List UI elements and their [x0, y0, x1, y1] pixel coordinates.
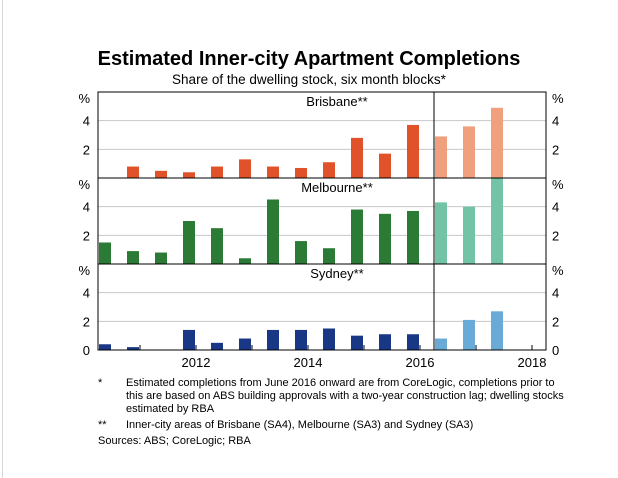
bar-sydney — [351, 335, 363, 350]
page-left-border — [2, 0, 3, 478]
y-tick-label-left: 4 — [83, 286, 90, 301]
bar-melbourne — [463, 206, 475, 264]
footnote-mark: * — [98, 377, 103, 389]
y-tick-label-right: 2 — [552, 142, 559, 157]
bar-brisbane — [379, 153, 391, 178]
bar-melbourne — [267, 199, 279, 264]
panel-label: Brisbane** — [306, 94, 367, 109]
y-tick-label-left: % — [78, 263, 90, 278]
y-tick-label-right: % — [552, 177, 564, 192]
chart-subtitle: Share of the dwelling stock, six month b… — [172, 72, 446, 87]
bar-brisbane — [491, 107, 503, 178]
y-tick-label-left: 2 — [83, 228, 90, 243]
x-tick-label: 2014 — [294, 355, 323, 370]
bar-melbourne — [379, 213, 391, 264]
bar-melbourne — [239, 258, 251, 264]
bar-sydney — [379, 334, 391, 350]
bar-sydney — [491, 311, 503, 350]
chart-title: Estimated Inner-city Apartment Completio… — [97, 48, 521, 70]
y-tick-label-left: % — [78, 177, 90, 192]
bar-melbourne — [155, 252, 167, 264]
bar-sydney — [435, 338, 447, 350]
bar-brisbane — [267, 166, 279, 178]
bar-sydney — [127, 347, 139, 350]
bar-melbourne — [211, 228, 223, 264]
bar-sydney — [211, 342, 223, 350]
y-tick-label-left: 4 — [83, 114, 90, 129]
y-tick-label-right: 2 — [552, 314, 559, 329]
sources-line: Sources: ABS; CoreLogic; RBA — [98, 435, 251, 447]
bar-sydney — [323, 328, 335, 350]
y-tick-label-right: 4 — [552, 200, 559, 215]
y-tick-label-right: 0 — [552, 343, 559, 358]
bar-melbourne — [295, 241, 307, 264]
bar-sydney — [239, 338, 251, 350]
y-tick-label-left: 2 — [83, 142, 90, 157]
footnote-areas: ** Inner-city areas of Brisbane (SA4), M… — [98, 419, 568, 432]
panel-label: Sydney** — [310, 266, 363, 281]
footnote-text: Estimated completions from June 2016 onw… — [126, 377, 564, 415]
bar-brisbane — [463, 126, 475, 178]
bar-melbourne — [99, 242, 111, 264]
bar-brisbane — [407, 124, 419, 178]
panel-label: Melbourne** — [301, 180, 373, 195]
y-tick-label-right: 4 — [552, 114, 559, 129]
bar-brisbane — [323, 162, 335, 178]
bar-brisbane — [183, 172, 195, 178]
bar-sydney — [99, 344, 111, 350]
x-tick-label: 2018 — [518, 355, 547, 370]
bar-brisbane — [351, 137, 363, 178]
y-tick-label-right: % — [552, 91, 564, 106]
bar-sydney — [407, 334, 419, 350]
bar-sydney — [463, 319, 475, 350]
bar-brisbane — [295, 167, 307, 178]
y-tick-label-left: 4 — [83, 200, 90, 215]
y-tick-label-right: 4 — [552, 286, 559, 301]
bar-melbourne — [407, 210, 419, 264]
footnote-text: Inner-city areas of Brisbane (SA4), Melb… — [126, 419, 474, 431]
bar-melbourne — [491, 178, 503, 264]
y-tick-label-left: 2 — [83, 314, 90, 329]
bar-melbourne — [435, 202, 447, 264]
y-tick-label-right: 2 — [552, 228, 559, 243]
bar-melbourne — [183, 221, 195, 264]
bar-melbourne — [323, 248, 335, 264]
bar-brisbane — [155, 170, 167, 178]
y-tick-label-right: % — [552, 263, 564, 278]
plot-frame — [97, 91, 547, 351]
bar-brisbane — [239, 159, 251, 178]
bar-brisbane — [435, 136, 447, 178]
bar-sydney — [295, 329, 307, 350]
footnote-mark: ** — [98, 419, 107, 431]
bar-melbourne — [127, 251, 139, 264]
bar-brisbane — [127, 166, 139, 178]
y-tick-label-left: 0 — [83, 343, 90, 358]
footnote-estimates: * Estimated completions from June 2016 o… — [98, 377, 568, 416]
bar-sydney — [183, 329, 195, 350]
bar-sydney — [267, 329, 279, 350]
bar-brisbane — [211, 166, 223, 178]
y-tick-label-left: % — [78, 91, 90, 106]
x-tick-label: 2012 — [182, 355, 211, 370]
bar-melbourne — [351, 209, 363, 264]
chart-notes: * Estimated completions from June 2016 o… — [98, 377, 568, 448]
x-tick-label: 2016 — [406, 355, 435, 370]
